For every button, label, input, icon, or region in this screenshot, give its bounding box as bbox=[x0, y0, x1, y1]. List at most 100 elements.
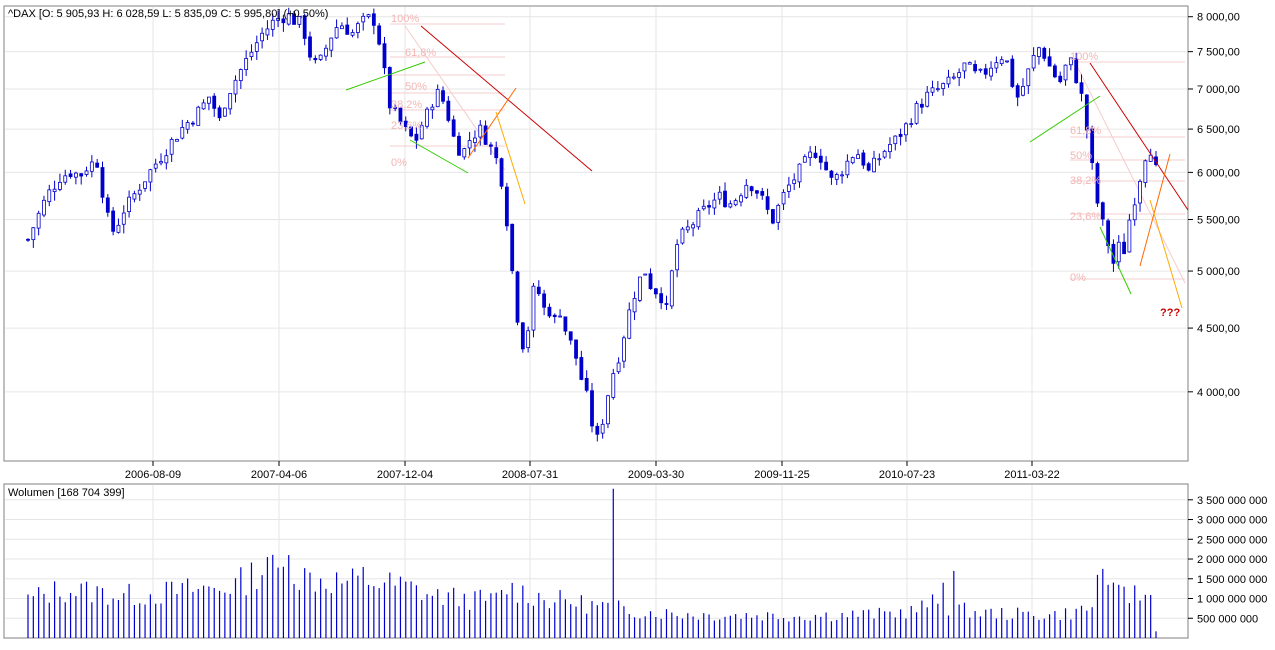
candle-body bbox=[467, 140, 472, 149]
candle-body bbox=[531, 285, 536, 331]
candle-body bbox=[680, 228, 685, 244]
candle-body bbox=[308, 36, 312, 58]
price-y-tick-label: 5 000,00 bbox=[1197, 266, 1240, 278]
candle-body bbox=[973, 64, 977, 72]
candle-body bbox=[47, 189, 52, 203]
price-y-tick-label: 4 500,00 bbox=[1197, 323, 1240, 335]
candle-body bbox=[850, 157, 855, 164]
candle-body bbox=[1068, 57, 1073, 66]
price-x-tick-label: 2007-12-04 bbox=[377, 469, 433, 481]
candle-body bbox=[749, 186, 754, 192]
candle-body bbox=[164, 155, 169, 164]
candle-body bbox=[739, 195, 743, 203]
candle-body bbox=[558, 315, 562, 318]
candle-body bbox=[1084, 94, 1089, 131]
annotation-lines bbox=[390, 23, 1186, 284]
candle-body bbox=[36, 212, 41, 229]
candle-body bbox=[425, 108, 429, 127]
candle-body bbox=[1037, 47, 1041, 57]
candle-body bbox=[222, 107, 227, 117]
candle-body bbox=[845, 160, 850, 176]
support-line-2008 bbox=[409, 139, 469, 174]
candle-body bbox=[324, 47, 328, 57]
candle-body bbox=[675, 244, 680, 271]
yellow-line-2008 bbox=[495, 111, 526, 205]
fib-diagonal-2008 bbox=[404, 25, 506, 171]
candle-body bbox=[1138, 180, 1142, 204]
candle-body bbox=[606, 395, 610, 425]
candle-body bbox=[760, 191, 765, 196]
support-line-2011a bbox=[1029, 95, 1101, 143]
candle-body bbox=[382, 43, 387, 69]
price-y-tick-label: 7 000,00 bbox=[1197, 84, 1240, 96]
price-x-tick-label: 2011-03-22 bbox=[1004, 469, 1059, 481]
candle-body bbox=[813, 152, 818, 158]
fib-level-label: 100% bbox=[391, 13, 419, 25]
price-x-tick-label: 2007-04-06 bbox=[251, 469, 307, 481]
candle-body bbox=[643, 273, 648, 276]
fib-level-label: 61,8% bbox=[405, 47, 436, 59]
fib-diagonal-2011 bbox=[1074, 61, 1186, 284]
candle-body bbox=[127, 196, 131, 212]
candle-body bbox=[728, 203, 733, 208]
question-marks-label: ??? bbox=[1160, 307, 1180, 319]
price-y-tick-label: 7 500,00 bbox=[1197, 47, 1240, 59]
candle-body bbox=[116, 224, 121, 233]
candle-body bbox=[212, 95, 217, 109]
candle-body bbox=[781, 191, 786, 205]
candle-body bbox=[79, 173, 84, 177]
candle-body bbox=[866, 163, 871, 171]
candle-body bbox=[882, 150, 887, 158]
candle-body bbox=[872, 157, 876, 173]
candle-body bbox=[808, 151, 813, 158]
candle-body bbox=[191, 122, 195, 125]
orange-line-2008 bbox=[467, 87, 517, 159]
candle-body bbox=[1116, 241, 1121, 263]
candle-body bbox=[89, 161, 94, 172]
candle-body bbox=[249, 51, 254, 57]
candle-body bbox=[462, 148, 467, 158]
candle-body bbox=[270, 19, 275, 30]
candle-body bbox=[1058, 75, 1063, 83]
candle-body bbox=[132, 193, 137, 200]
candle-body bbox=[313, 57, 318, 61]
candle-body bbox=[238, 69, 243, 81]
candle-body bbox=[637, 276, 642, 301]
price-panel bbox=[3, 5, 1189, 462]
support-line-2011b bbox=[1099, 226, 1132, 295]
candle-body bbox=[366, 14, 371, 18]
candle-body bbox=[329, 37, 334, 51]
candle-body bbox=[504, 186, 509, 227]
candle-body bbox=[1015, 85, 1020, 98]
candle-body bbox=[733, 200, 738, 206]
candle-body bbox=[26, 238, 30, 241]
candle-body bbox=[829, 170, 834, 178]
volume-y-tick-label: 2 000 000 000 bbox=[1197, 554, 1267, 566]
candle-body bbox=[148, 169, 153, 183]
candle-body bbox=[286, 13, 291, 25]
candle-body bbox=[111, 210, 116, 232]
candle-body bbox=[930, 87, 935, 93]
candle-body bbox=[616, 362, 621, 373]
candle-body bbox=[632, 298, 637, 313]
candle-body bbox=[802, 156, 807, 163]
candle-body bbox=[941, 83, 946, 89]
candle-body bbox=[201, 102, 206, 110]
candle-body bbox=[84, 170, 89, 175]
candle-body bbox=[568, 331, 573, 341]
candle-body bbox=[707, 205, 711, 208]
candle-body bbox=[196, 106, 201, 126]
volume-y-tick-label: 2 500 000 000 bbox=[1197, 534, 1267, 546]
candle-body bbox=[526, 330, 531, 349]
candle-body bbox=[967, 62, 972, 65]
candle-body bbox=[1063, 64, 1068, 81]
candle-body bbox=[100, 167, 105, 198]
volume-y-tick-label: 1 500 000 000 bbox=[1197, 574, 1267, 586]
volume-y-tick-label: 3 000 000 000 bbox=[1197, 515, 1267, 527]
price-x-tick-label: 2009-11-25 bbox=[754, 469, 809, 481]
candle-body bbox=[387, 67, 392, 109]
candle-body bbox=[696, 210, 701, 228]
candle-body bbox=[983, 68, 988, 75]
resistance-line-2011 bbox=[1089, 62, 1189, 211]
